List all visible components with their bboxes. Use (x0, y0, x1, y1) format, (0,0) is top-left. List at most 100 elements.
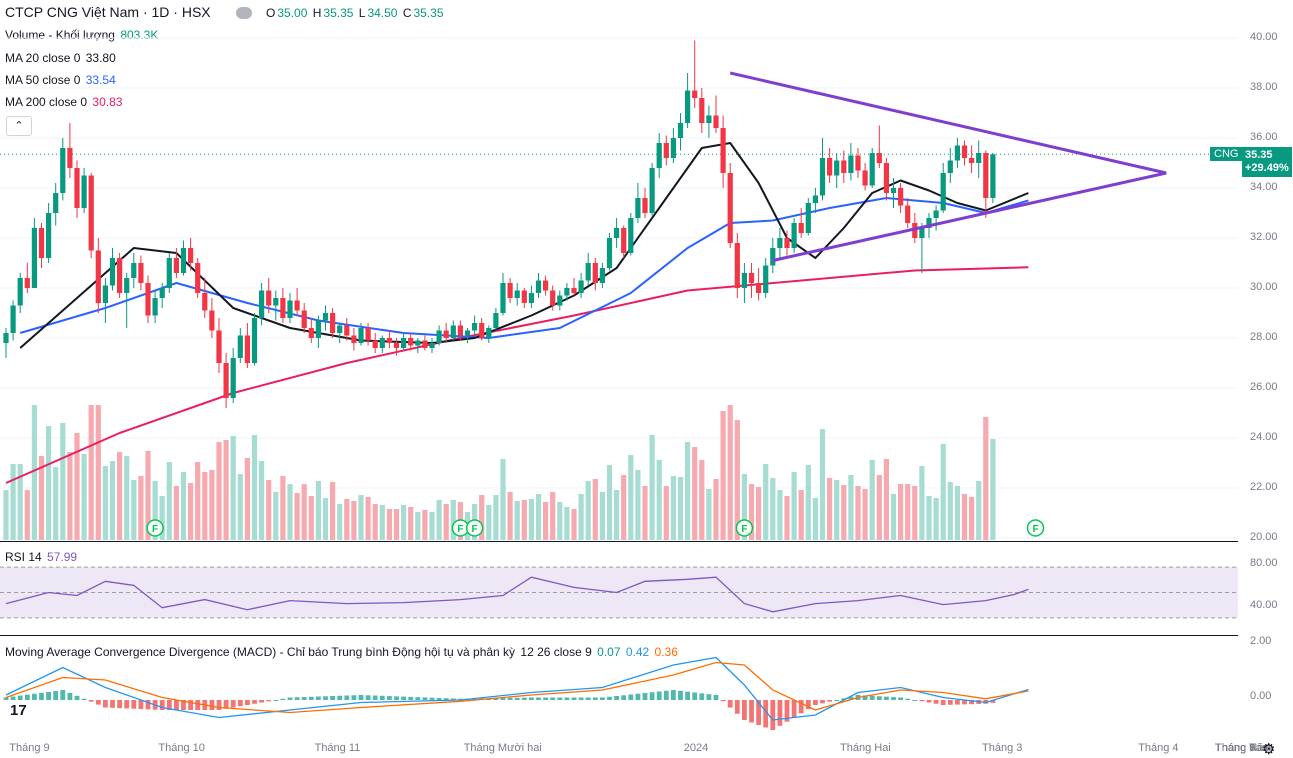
macd-histogram-bar (891, 697, 896, 700)
candle-body (969, 158, 975, 163)
price-tick-label: 34.00 (1250, 181, 1278, 193)
candle-body (251, 318, 258, 363)
macd-histogram-bar (521, 697, 527, 700)
candle-body (152, 298, 158, 316)
macd-histogram-bar (919, 700, 925, 702)
macd-histogram-bar (394, 696, 399, 700)
ma50-legend[interactable]: MA 50 close 0 33.54 (5, 72, 118, 88)
macd-histogram-bar (131, 700, 137, 709)
macd-histogram-bar (820, 700, 825, 704)
volume-bar (24, 490, 30, 540)
volume-bar (692, 447, 698, 540)
volume-bar (976, 481, 982, 540)
volume-bar (663, 486, 669, 540)
candle-body (159, 288, 165, 298)
candle-body (777, 238, 783, 248)
candle-body (692, 90, 698, 98)
tradingview-logo[interactable]: 17 (10, 702, 27, 719)
volume-bar (983, 417, 989, 540)
volume-bar (287, 484, 293, 540)
candle-body (124, 278, 130, 293)
candle-body (379, 338, 385, 348)
volume-bar (259, 461, 265, 540)
volume-bar (741, 474, 747, 540)
volume-bar (152, 481, 158, 540)
macd-histogram-bar (358, 695, 364, 700)
pane-separator-rsi[interactable] (0, 635, 1238, 636)
rsi-legend[interactable]: RSI 14 57.99 (5, 549, 79, 565)
macd-histogram-bar (706, 694, 712, 700)
candle-body (883, 163, 889, 193)
ma200-legend[interactable]: MA 200 close 0 30.83 (5, 94, 124, 110)
collapse-legend-button[interactable]: ⌃ (6, 116, 32, 136)
rsi-line (5, 576, 1029, 613)
macd-histogram-bar (529, 697, 534, 700)
volume-bar (138, 476, 144, 540)
volume-bar (202, 472, 208, 540)
volume-bar (855, 486, 861, 540)
candle-body (784, 238, 790, 248)
last-price-tag: 35.35 +29.49% (1242, 147, 1292, 177)
visibility-toggle-icon[interactable] (236, 7, 252, 19)
candle-body (486, 328, 492, 338)
volume-bar (322, 498, 329, 540)
macd-histogram-bar (933, 700, 939, 704)
candle-body (734, 243, 740, 288)
macd-histogram-bar (273, 700, 279, 701)
candle-body (855, 155, 861, 171)
volume-bar (379, 505, 385, 540)
candle-body (188, 248, 194, 263)
volume-bar (365, 497, 371, 540)
macd-histogram-bar (230, 700, 236, 708)
pane-separator-price[interactable] (0, 541, 1238, 542)
macd-histogram-bar (656, 691, 662, 700)
volume-bar (990, 439, 996, 540)
macd-histogram-bar (564, 697, 570, 700)
volume-bar (3, 490, 9, 540)
macd-histogram-bar (813, 700, 818, 705)
macd-signal-value: 0.36 (654, 645, 678, 659)
candle-body (88, 175, 94, 251)
volume-bar (677, 477, 684, 540)
candle-body (798, 223, 804, 233)
macd-histogram-bar (223, 700, 229, 709)
ma20-legend[interactable]: MA 20 close 0 33.80 (5, 50, 118, 66)
ma50-line (19, 197, 1029, 339)
volume-bar (763, 464, 769, 540)
candle-body (670, 138, 676, 158)
symbol-title[interactable]: CTCP CNG Việt Nam · 1D · HSX (5, 4, 211, 20)
macd-legend[interactable]: Moving Average Convergence Divergence (M… (5, 644, 680, 660)
macd-signal-line (5, 661, 1029, 714)
low-label: L (358, 6, 366, 20)
candle-body (649, 168, 655, 213)
candle-body (422, 340, 428, 348)
candle-body (109, 258, 116, 286)
settings-gear-icon[interactable]: ⚙ (1262, 741, 1276, 758)
chart-header: CTCP CNG Việt Nam · 1D · HSX (5, 4, 213, 20)
macd-histogram-bar (500, 698, 506, 700)
volume-bar (251, 435, 258, 540)
candle-body (819, 158, 826, 196)
macd-histogram-bar (429, 697, 435, 700)
candle-body (450, 325, 456, 338)
macd-label: Moving Average Convergence Divergence (M… (5, 645, 516, 659)
volume-bar (337, 504, 343, 540)
macd-histogram-bar (280, 698, 286, 700)
macd-histogram-bar (756, 700, 761, 725)
candle-body (628, 218, 634, 253)
volume-bar (642, 486, 648, 540)
volume-bar (429, 512, 435, 540)
candle-body (713, 115, 719, 128)
macd-histogram-bar (692, 692, 698, 700)
candle-body (3, 333, 9, 343)
macd-histogram-bar (926, 700, 932, 703)
volume-bar (720, 411, 726, 540)
candle-body (401, 338, 407, 348)
macd-histogram-bar (770, 700, 776, 730)
macd-histogram-bar (46, 691, 51, 700)
price-tick-label: 22.00 (1250, 481, 1278, 493)
volume-bar (436, 500, 442, 540)
volume-bar (898, 484, 904, 540)
candle-body (763, 265, 769, 293)
